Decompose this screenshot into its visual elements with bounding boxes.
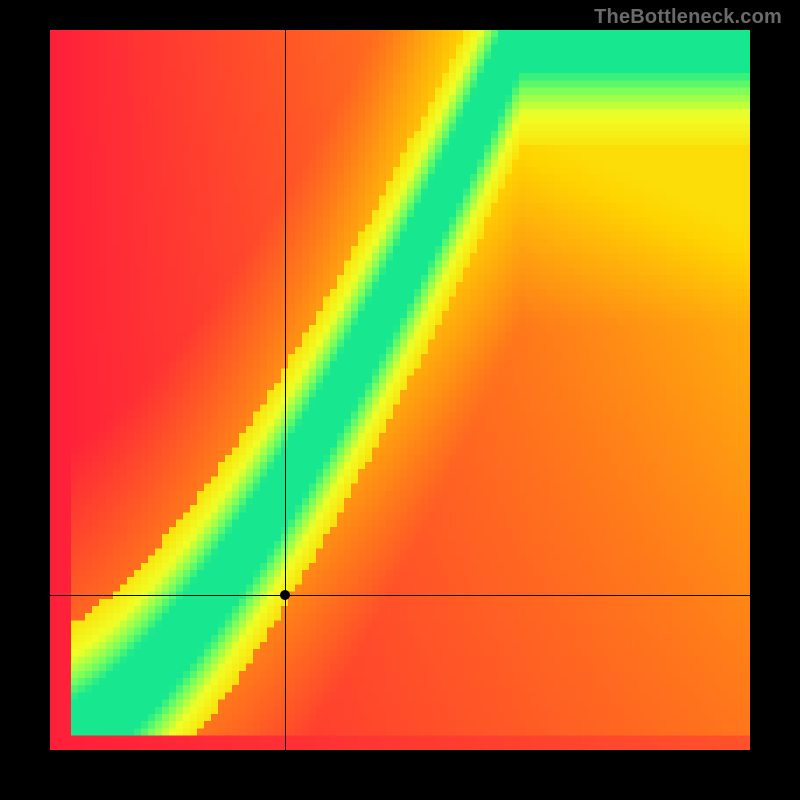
plot-area bbox=[50, 30, 750, 750]
crosshair-marker-dot bbox=[280, 590, 290, 600]
crosshair-vertical-line bbox=[285, 30, 286, 750]
heatmap-canvas bbox=[50, 30, 750, 750]
chart-container: TheBottleneck.com bbox=[0, 0, 800, 800]
crosshair-horizontal-line bbox=[50, 595, 750, 596]
watermark-text: TheBottleneck.com bbox=[594, 6, 782, 29]
